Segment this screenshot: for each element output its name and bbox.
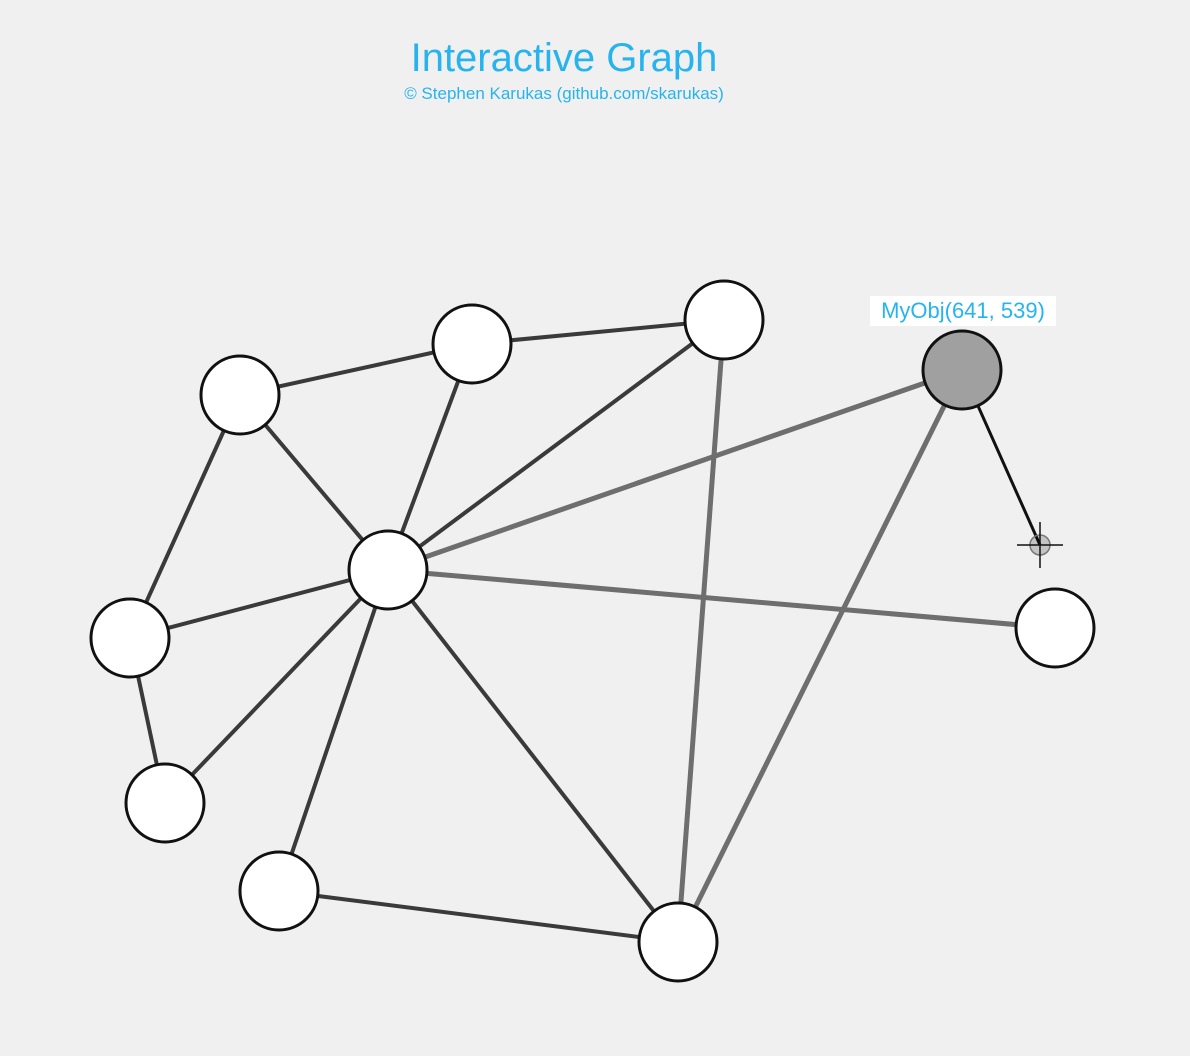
graph-edge-hub-to-right (385, 567, 1058, 631)
graph-node-top-right[interactable] (683, 279, 765, 361)
crosshair-cursor-icon (1017, 522, 1063, 568)
graph-edge-top-left-to-left (128, 393, 242, 640)
graph-node-left[interactable] (89, 597, 171, 679)
graph-node-top-left[interactable] (199, 354, 281, 436)
selected-node-label-text: MyObj(641, 539) (881, 298, 1045, 323)
graph-node-selected[interactable] (921, 329, 1003, 411)
graph-node-top-middle[interactable] (431, 303, 513, 385)
graph-node-right[interactable] (1014, 587, 1096, 669)
selected-node-label-background (870, 296, 1056, 326)
node-layer (89, 279, 1096, 983)
graph-node-bottom-left[interactable] (238, 850, 320, 932)
graph-edge-top-right-to-hub (386, 318, 726, 572)
graph-edge-hub-to-bottom-middle (386, 568, 680, 944)
graph-edge-bottom-left-to-hub (277, 568, 390, 893)
graph-node-bottom-middle[interactable] (637, 901, 719, 983)
graph-edge-selected-to-hub (385, 367, 965, 573)
graph-edge-lower-left-to-hub (163, 568, 390, 805)
graph-title: Interactive Graph (410, 36, 718, 80)
graph-edge-left-to-hub (128, 568, 390, 640)
graph-edge-selected-to-bottom-middle (675, 367, 965, 945)
graph-credit: © Stephen Karukas (github.com/skarukas) (404, 84, 724, 103)
graph-node-hub[interactable] (347, 529, 429, 611)
selected-node-label: MyObj(641, 539) (870, 296, 1056, 326)
graph-node-lower-left[interactable] (124, 762, 206, 844)
graph-edge-top-middle-to-top-right (470, 318, 726, 346)
graph-edge-top-right-to-bottom-middle (675, 317, 727, 945)
graph-edge-bottom-left-to-bottom-middle (277, 889, 680, 944)
